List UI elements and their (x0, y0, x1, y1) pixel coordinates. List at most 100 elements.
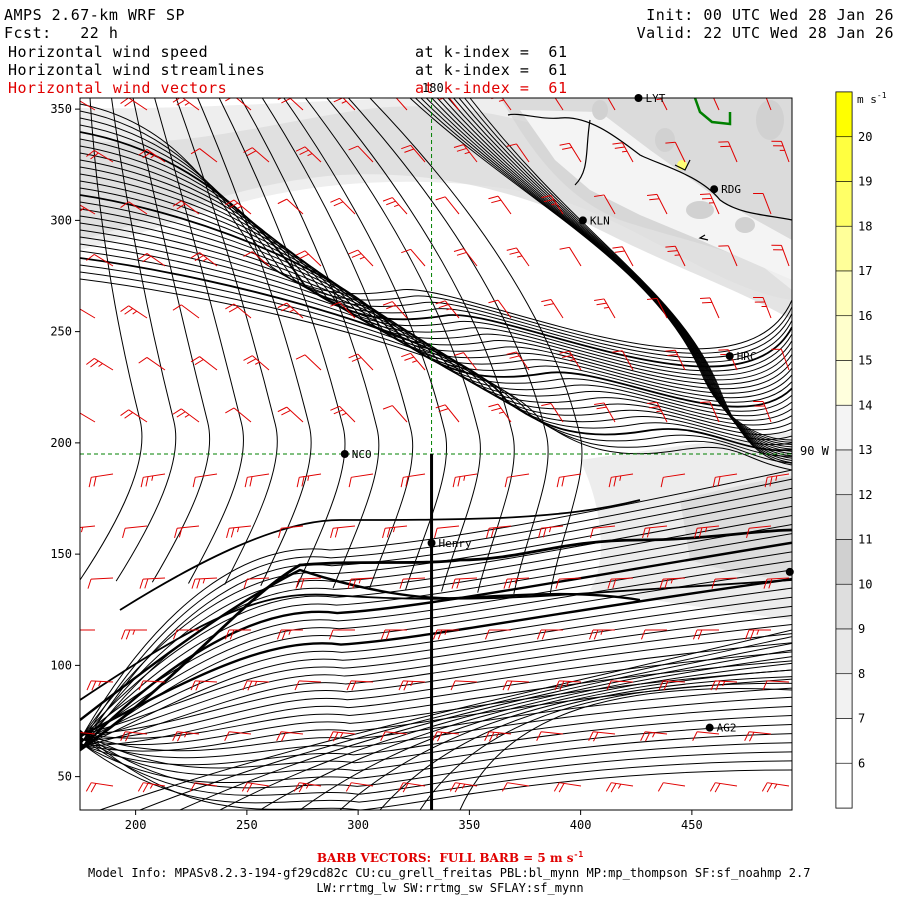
wind-barb (330, 197, 356, 215)
wind-barb (138, 357, 166, 371)
wind-barb (120, 305, 148, 319)
wind-barb (488, 299, 512, 319)
wind-barb (453, 352, 478, 371)
wind-barb (647, 401, 668, 423)
wind-barb (190, 356, 218, 371)
streamline (80, 730, 792, 789)
wind-barb (435, 300, 460, 319)
streamline (80, 541, 792, 751)
wind-barb (86, 149, 114, 163)
colorbar-cell (835, 673, 853, 719)
colorbar-label: 15 (858, 354, 872, 368)
wind-barb (453, 248, 478, 267)
wind-barb (718, 245, 738, 267)
wind-barb (451, 577, 478, 589)
wind-barb (80, 308, 96, 319)
streamline (420, 98, 792, 446)
wind-barb (657, 782, 686, 792)
wind-barb (348, 249, 374, 267)
wind-barb (330, 405, 356, 423)
wind-barb (694, 525, 720, 539)
wind-barb (226, 525, 252, 539)
wind-barb (224, 629, 251, 640)
wind-barb (541, 403, 564, 423)
streamline (419, 682, 792, 810)
wind-barb (277, 198, 304, 215)
station-label: NCO (352, 448, 372, 461)
streamline (464, 98, 792, 464)
wind-barb (594, 298, 616, 319)
station-label: Henry (439, 537, 472, 550)
wind-barb (642, 525, 668, 539)
wind-barb (380, 629, 407, 640)
streamline (80, 687, 792, 752)
wind-barb (486, 525, 512, 539)
wind-barb (506, 351, 530, 371)
field-name-speed: Horizontal wind speed (8, 43, 209, 61)
streamline (469, 98, 792, 466)
wind-barb (700, 193, 720, 215)
wind-barb (504, 473, 530, 488)
colorbar-label: 16 (858, 309, 872, 323)
wind-barb (484, 629, 511, 640)
wind-barb (172, 629, 199, 640)
wind-barb (277, 98, 304, 111)
wind-barb (86, 357, 114, 371)
wind-barb (453, 144, 478, 163)
wind-barb (87, 577, 114, 589)
wind-barb (382, 301, 408, 319)
wind-barb (397, 782, 426, 793)
colorbar-cell (835, 181, 853, 227)
wind-barb (746, 525, 772, 539)
wind-barb (555, 577, 582, 589)
wind-barb (656, 98, 668, 111)
wind-barb (753, 296, 772, 319)
colorbar-label: 6 (858, 756, 865, 770)
streamline (426, 98, 792, 448)
colorbar-cell (835, 270, 853, 317)
station-dot (705, 723, 714, 732)
wind-barb (452, 473, 478, 488)
wind-barb (80, 100, 96, 111)
wind-barb (450, 680, 478, 691)
wind-barb (294, 680, 322, 691)
wind-barb (606, 680, 634, 691)
wind-barb (86, 680, 114, 691)
station-label: RDG (721, 183, 741, 196)
wind-barb (295, 146, 322, 163)
colorbar-label: 8 (858, 667, 865, 681)
wind-barb (559, 142, 582, 163)
streamline (80, 741, 792, 804)
wind-barb (435, 196, 460, 215)
wind-barb (692, 731, 720, 741)
streamline (80, 98, 143, 581)
wind-barb (435, 404, 460, 423)
wind-barb (172, 200, 200, 215)
colorbar-label: 20 (858, 130, 872, 144)
colorbar-cell (835, 494, 853, 540)
wind-barb (140, 473, 166, 488)
coastline (507, 113, 792, 241)
wind-barb (665, 349, 686, 371)
wind-barb (764, 473, 790, 488)
wind-barb (588, 731, 616, 742)
wind-barb (172, 731, 200, 742)
field-level-speed: at k-index = 61 (415, 43, 568, 61)
field-name-vectors: Horizontal wind vectors (8, 79, 228, 97)
wind-barb (277, 406, 304, 423)
wind-barb (502, 680, 530, 691)
wind-barb (594, 402, 616, 423)
wind-barb (554, 98, 564, 111)
model-info: Model Info: MPASv8.2.3-194-gf29cd82c CU:… (88, 866, 811, 880)
x-axis-ticks: 200 250 300 350 400 450 (125, 810, 703, 832)
colorbar-label: 17 (858, 264, 872, 278)
streamline (459, 688, 792, 810)
streamline (80, 478, 792, 746)
wind-barb (120, 98, 148, 111)
streamline (458, 98, 792, 461)
station-dot (578, 216, 587, 225)
wind-barb (612, 350, 634, 371)
wind-barb (401, 352, 426, 371)
wind-barb (138, 253, 166, 267)
